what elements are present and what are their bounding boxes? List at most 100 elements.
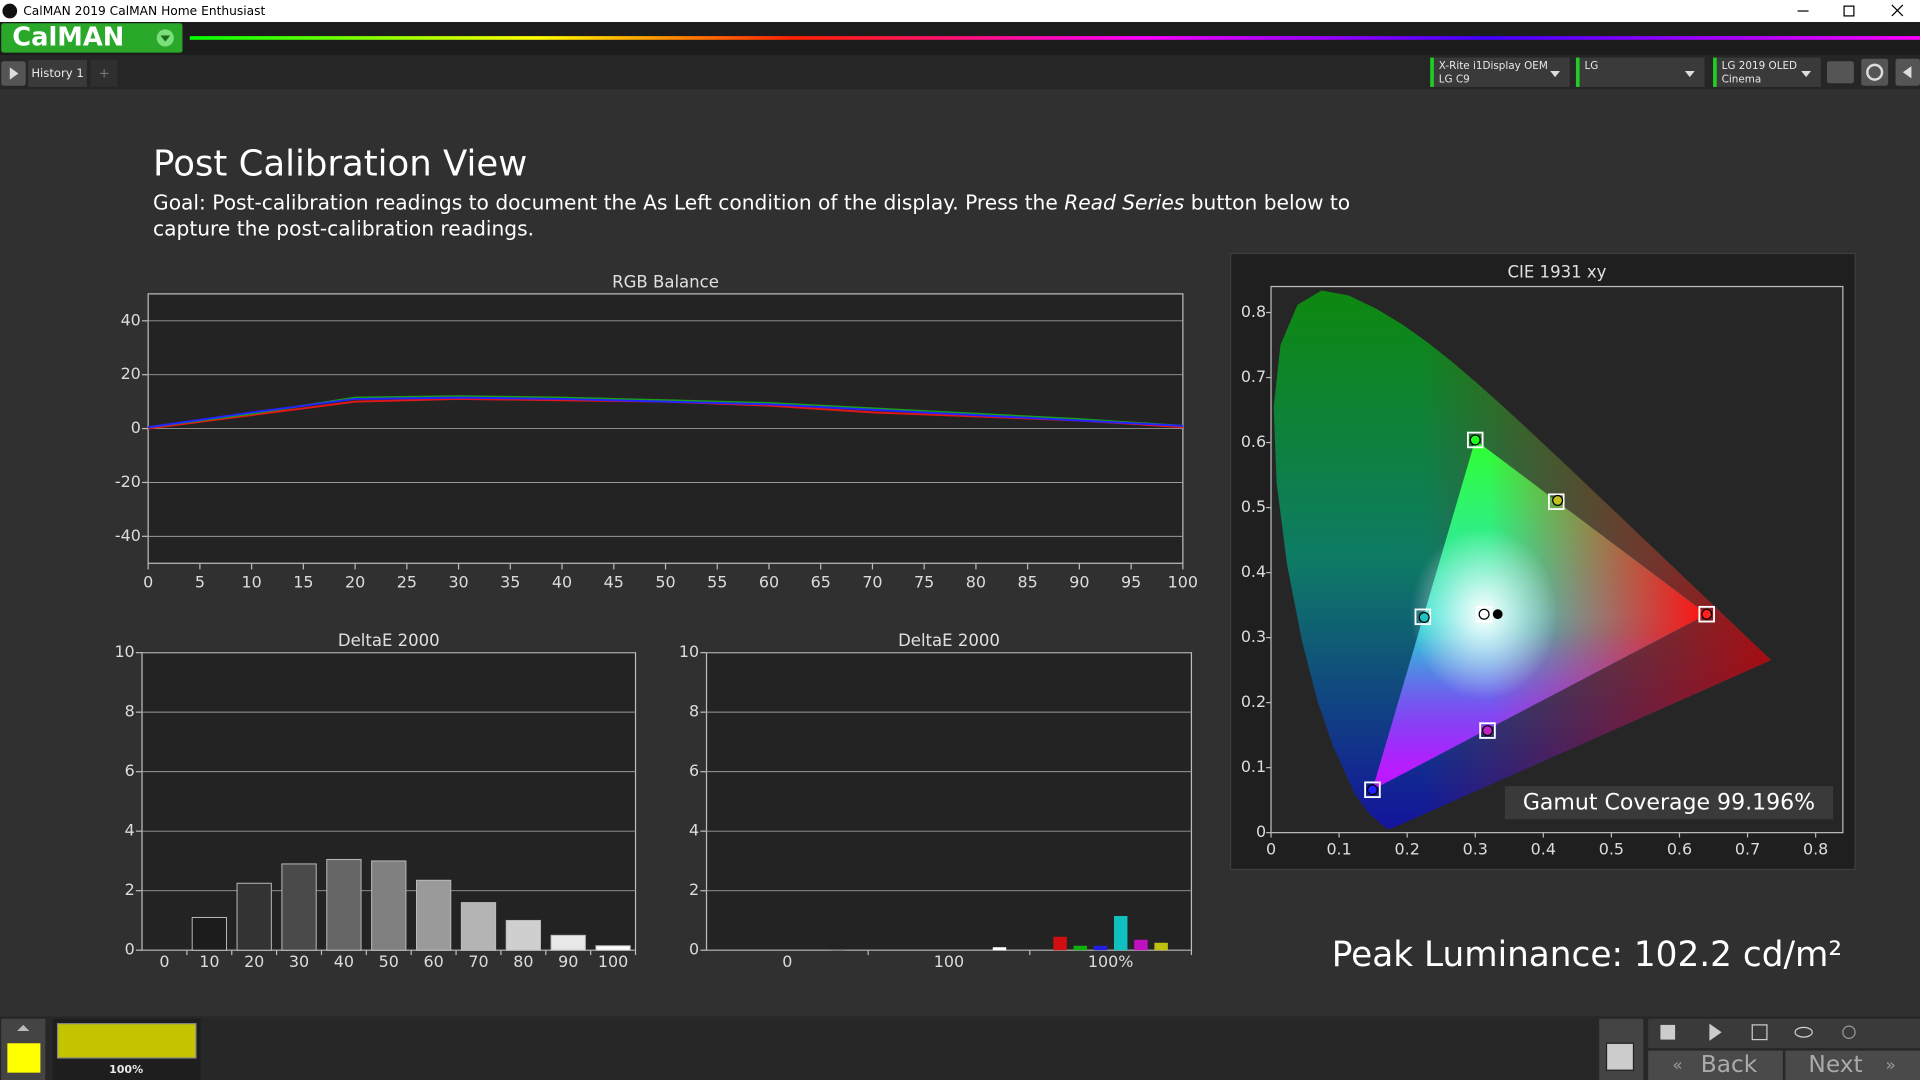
x-tick-label: 40 [552,572,572,591]
close-button[interactable] [1891,4,1904,17]
white-point [1492,609,1503,620]
next-button[interactable] [1785,1050,1920,1080]
rainbow-line [189,36,1920,40]
x-tick-label: 70 [862,572,882,591]
bar [550,934,586,951]
x-tick-label: 100 [598,952,628,971]
next-icon: » [1885,1055,1895,1075]
collapse-icon [1902,66,1912,79]
page-title: Post Calibration View [153,143,527,184]
x-tick-label: 15 [293,572,313,591]
x-tick-label: 50 [655,572,675,591]
window-title: CalMAN 2019 CalMAN Home Enthusiast [23,4,265,18]
y-tick-label: 40 [121,310,141,329]
x-tick-label: 30 [289,952,309,971]
bar [1154,942,1168,951]
current-color [7,1043,41,1073]
y-tick-label: 0.7 [1241,367,1266,386]
x-tick-label: 55 [707,572,727,591]
target-marker [1475,605,1493,623]
y-tick-label: 2 [689,880,699,899]
x-tick-label: 100 [934,952,964,971]
target-marker [1466,431,1484,449]
bar [831,949,845,951]
bar [1093,945,1108,951]
bar [1053,936,1067,951]
y-tick-label: 0 [689,940,699,959]
dropdown-arrow[interactable] [1801,71,1812,78]
up-arrow[interactable] [17,1024,30,1032]
x-tick-label: 65 [811,572,831,591]
refresh-button[interactable] [1842,1025,1856,1039]
x-tick-label: 0.3 [1463,839,1488,858]
x-tick-label: 90 [558,952,578,971]
dropdown-arrow[interactable] [1550,71,1560,78]
read-button[interactable] [1709,1023,1722,1041]
x-tick-label: 5 [195,572,205,591]
add-tab[interactable] [90,60,118,87]
x-tick-label: 80 [966,572,986,591]
x-tick-label: 100 [1168,572,1198,591]
tab[interactable] [28,60,87,87]
y-tick-label: 10 [679,642,699,661]
y-tick-label: 0.1 [1241,757,1266,776]
y-tick-label: 0.2 [1241,692,1266,711]
goal-line-2: capture the post-calibration readings. [153,217,534,241]
title-bar [0,0,1920,23]
x-tick-label: 70 [468,952,488,971]
x-tick-label: 0.5 [1599,839,1624,858]
bar [1073,945,1088,951]
x-tick-label: 0 [159,952,169,971]
continuous-button[interactable] [1794,1026,1813,1038]
display-icon [1605,1042,1635,1071]
y-tick-label: 0.3 [1241,627,1266,646]
keyboard-button[interactable] [1826,61,1854,84]
settings-button[interactable] [1861,58,1889,86]
add-tab-label: + [98,66,109,81]
control-strip [1648,1018,1920,1049]
goal-line-1: Goal: Post-calibration readings to docum… [153,190,1350,214]
goal-emphasis: Read Series [1064,190,1185,214]
read-series-button[interactable] [1751,1024,1768,1041]
bar [595,945,631,951]
x-tick-label: 60 [424,952,444,971]
logo: CalMAN [12,22,124,52]
y-tick-label: 8 [689,702,699,721]
measured-point [1366,784,1378,796]
patch-swatch[interactable] [56,1023,197,1059]
target-marker [1364,781,1381,799]
x-tick-label: 45 [604,572,624,591]
bar [281,863,317,951]
x-tick-label: 40 [334,952,354,971]
chart-title: DeltaE 2000 [898,631,1000,650]
bar [416,879,452,951]
x-tick-label: 20 [345,572,365,591]
back-label: Back [1701,1051,1758,1078]
x-tick-label: 10 [199,952,219,971]
y-tick-label: 4 [125,821,135,840]
y-tick-label: 2 [125,880,135,899]
device-label: LG 2019 OLED [1722,60,1797,72]
x-tick-label: 90 [1069,572,1089,591]
bar [992,947,1007,951]
y-tick-label: 20 [121,364,141,383]
y-tick-label: 6 [125,761,135,780]
settings-icon [1866,63,1884,81]
x-tick-label: 50 [379,952,399,971]
tab-label: History 1 [31,66,83,80]
y-tick-label: 0 [131,418,141,437]
device-selector[interactable] [1575,57,1705,87]
restore-button[interactable] [1843,5,1855,17]
stop-button[interactable] [1660,1024,1676,1040]
plot-area [705,652,1193,951]
swatch-label: 100% [109,1063,143,1076]
app-icon [2,3,18,19]
dropdown-arrow[interactable] [1684,71,1695,78]
bar [326,858,362,951]
logo-button[interactable] [1,23,183,53]
goal-text: Goal: Post-calibration readings to docum… [153,190,1064,214]
measured-point [1552,494,1564,506]
back-button[interactable] [1648,1050,1783,1080]
device-selector[interactable] [1430,57,1570,87]
